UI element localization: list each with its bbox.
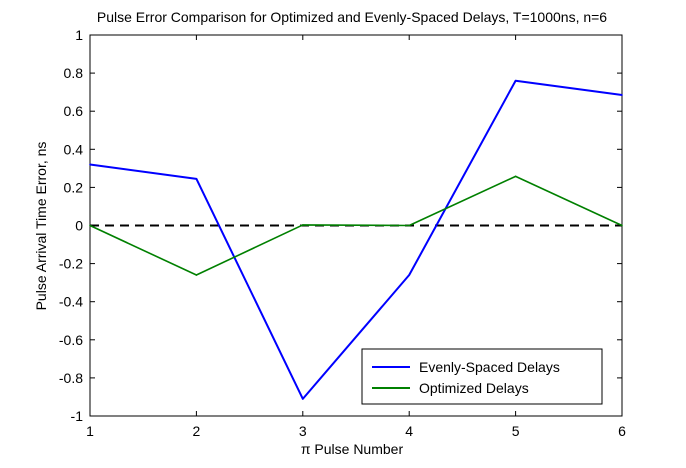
data-point — [195, 274, 198, 276]
data-point — [621, 94, 623, 96]
chart-title: Pulse Error Comparison for Optimized and… — [97, 9, 607, 25]
y-tick-label: -0.4 — [59, 294, 83, 310]
x-tick-label: 2 — [193, 423, 201, 439]
axis-ticks: 1 2 3 4 5 6 -1 -0.8 -0.6 -0.4 -0.2 0 0.2 0.4 0.6 0.8 1 — [59, 27, 626, 439]
legend-box — [361, 348, 603, 405]
y-tick-label: 0.2 — [64, 179, 84, 195]
y-tick-label: 0 — [75, 218, 83, 234]
data-point — [302, 224, 304, 226]
y-tick-label: 0.8 — [64, 65, 84, 81]
y-tick-label: -0.2 — [59, 256, 83, 272]
x-tick-label: 5 — [512, 423, 520, 439]
series-lines — [89, 79, 623, 400]
data-point — [408, 274, 411, 276]
x-tick-label: 1 — [86, 423, 94, 439]
series-line-1 — [89, 175, 623, 276]
y-tick-label: -0.6 — [59, 332, 83, 348]
x-tick-label: 3 — [299, 423, 307, 439]
data-point — [408, 224, 411, 227]
y-tick-label: 1 — [75, 27, 83, 43]
y-tick-label: 0.6 — [64, 103, 84, 119]
data-point — [195, 178, 198, 180]
legend-label: Evenly-Spaced Delays — [419, 359, 560, 375]
y-tick-label: -0.8 — [59, 370, 83, 386]
data-point — [621, 224, 623, 227]
legend: Evenly-Spaced Delays Optimized Delays — [361, 348, 603, 405]
legend-label: Optimized Delays — [419, 380, 529, 396]
series-line-0 — [89, 79, 623, 400]
data-point — [514, 79, 517, 82]
data-point — [514, 175, 517, 178]
x-tick-label: 4 — [405, 423, 413, 439]
data-point — [89, 224, 91, 227]
x-tick-label: 6 — [618, 423, 626, 439]
y-tick-label: -1 — [71, 408, 84, 424]
y-tick-label: 0.4 — [64, 141, 84, 157]
y-axis-label: Pulse Arrival Time Error, ns — [33, 142, 49, 311]
x-axis-label: π Pulse Number — [301, 441, 404, 457]
data-point — [302, 398, 304, 400]
data-point — [89, 163, 91, 166]
